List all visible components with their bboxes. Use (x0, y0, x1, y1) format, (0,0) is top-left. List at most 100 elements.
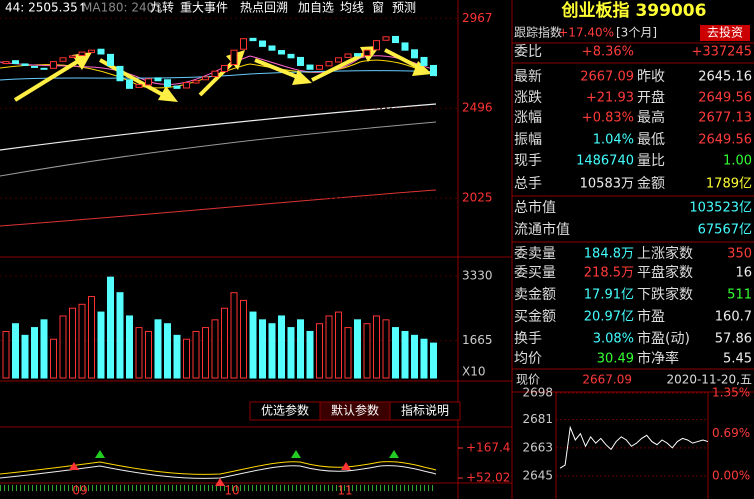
volume-bar (164, 323, 171, 379)
y-tick-label: 2645 (522, 469, 553, 483)
volume-bar (316, 323, 323, 379)
volume-bar (107, 276, 114, 379)
toolbar-button[interactable]: 重大事件 (180, 1, 228, 15)
volume-bar (325, 315, 333, 379)
row-value: 1.04% (593, 133, 634, 148)
candle (173, 85, 181, 89)
x-tick-label: 09 (72, 484, 87, 498)
candle (278, 50, 285, 55)
volume-bar (373, 315, 380, 379)
candle (78, 51, 86, 57)
row-label: 流通市值 (514, 221, 570, 238)
candle (335, 57, 342, 63)
toolbar-button[interactable]: 窗 (372, 1, 384, 15)
volume-bar (259, 319, 266, 379)
candle (211, 70, 219, 78)
volume-bar (392, 327, 399, 379)
row-value: +8.36% (582, 45, 634, 60)
row-value: +0.83% (582, 111, 634, 126)
volume-bar (12, 323, 19, 379)
tab[interactable] (389, 401, 461, 421)
row-label: 委卖量 (514, 246, 556, 262)
volume-bar (69, 307, 76, 379)
toolbar-button[interactable]: 均线 (340, 1, 364, 15)
row-value: 16 (735, 266, 752, 281)
invest-button[interactable] (700, 25, 750, 41)
volume-bar (287, 327, 295, 379)
y-tick-label: 2025 (462, 191, 493, 205)
row-value: 17.91亿 (584, 288, 634, 303)
volume-bar (88, 296, 95, 379)
indicator-lines (0, 450, 437, 491)
row-label: 换手 (514, 330, 542, 347)
row-value: 218.5万 (584, 266, 634, 281)
volume-bar (249, 311, 257, 379)
candle (97, 48, 105, 55)
row-label: 市盈(动) (637, 330, 690, 347)
volume-bar (126, 315, 133, 379)
candle (145, 78, 152, 86)
volume-bar (192, 330, 200, 379)
volume-bar (306, 330, 314, 379)
row-label: 昨收 (637, 69, 665, 85)
toolbar-button[interactable]: 九转 (150, 0, 174, 15)
row-label: 涨跌 (514, 90, 542, 106)
invest-label[interactable]: 去投资 (707, 25, 743, 40)
row-value: 160.7 (715, 310, 752, 325)
row-label: 总手 (514, 176, 542, 192)
volume-bar (31, 327, 38, 379)
volume-bar (202, 327, 209, 379)
volume-bar (59, 315, 67, 379)
volume-scale: X10 (462, 365, 486, 379)
volume-bar (230, 292, 238, 379)
row-label: 买金额 (514, 309, 556, 325)
row-label: 开盘 (637, 89, 665, 106)
volume-bar (335, 311, 342, 379)
volume-bar (211, 319, 219, 379)
volume-bar (420, 338, 428, 379)
volume-bar (382, 319, 390, 379)
row-label: 委买量 (514, 265, 556, 281)
volume-bar (411, 334, 418, 379)
toolbar-button[interactable]: 预测 (392, 1, 416, 15)
row-value: 1789亿 (706, 177, 752, 192)
row-label: 市净率 (637, 350, 679, 367)
row-value: 350 (727, 247, 752, 262)
row-value: 1.00 (723, 154, 752, 169)
intraday-line (559, 425, 709, 469)
row-label: 上涨家数 (637, 245, 693, 262)
candle (12, 60, 19, 65)
row-label: 最低 (637, 132, 665, 148)
y-tick-label: 2681 (522, 412, 553, 426)
candle (430, 64, 437, 77)
volume-bar (145, 330, 152, 379)
row-label: 均价 (514, 351, 542, 367)
volume-bar (268, 323, 276, 379)
volume-bar (297, 319, 304, 379)
row-value: 30.49 (597, 352, 634, 367)
tab-label[interactable]: 默认参数 (331, 403, 379, 418)
ma-a: 44: 2505.35↑ (5, 1, 88, 15)
y2-tick-label: 0.00% (712, 469, 750, 483)
volume-bar (344, 327, 352, 379)
row-label: 卖金额 (514, 287, 556, 303)
candle (59, 57, 67, 62)
volume-bar (78, 303, 86, 379)
candle (344, 53, 352, 58)
y-tick-label: 2663 (522, 440, 553, 454)
row-value: 2677.13 (698, 111, 752, 126)
candle (21, 63, 29, 66)
candle (88, 49, 95, 53)
tab-label[interactable]: 指标说明 (401, 403, 449, 418)
tab-label[interactable]: 优选参数 (261, 403, 309, 418)
toolbar-button[interactable]: 加自选 (298, 1, 334, 15)
row-label: 涨幅 (514, 110, 542, 126)
row-value: 103523亿 (689, 201, 752, 216)
toolbar-button[interactable]: 热点回溯 (240, 0, 288, 15)
candle (50, 61, 57, 69)
row-value: 511 (727, 288, 752, 303)
volume-bar (430, 342, 437, 379)
volume-bar (154, 319, 162, 379)
